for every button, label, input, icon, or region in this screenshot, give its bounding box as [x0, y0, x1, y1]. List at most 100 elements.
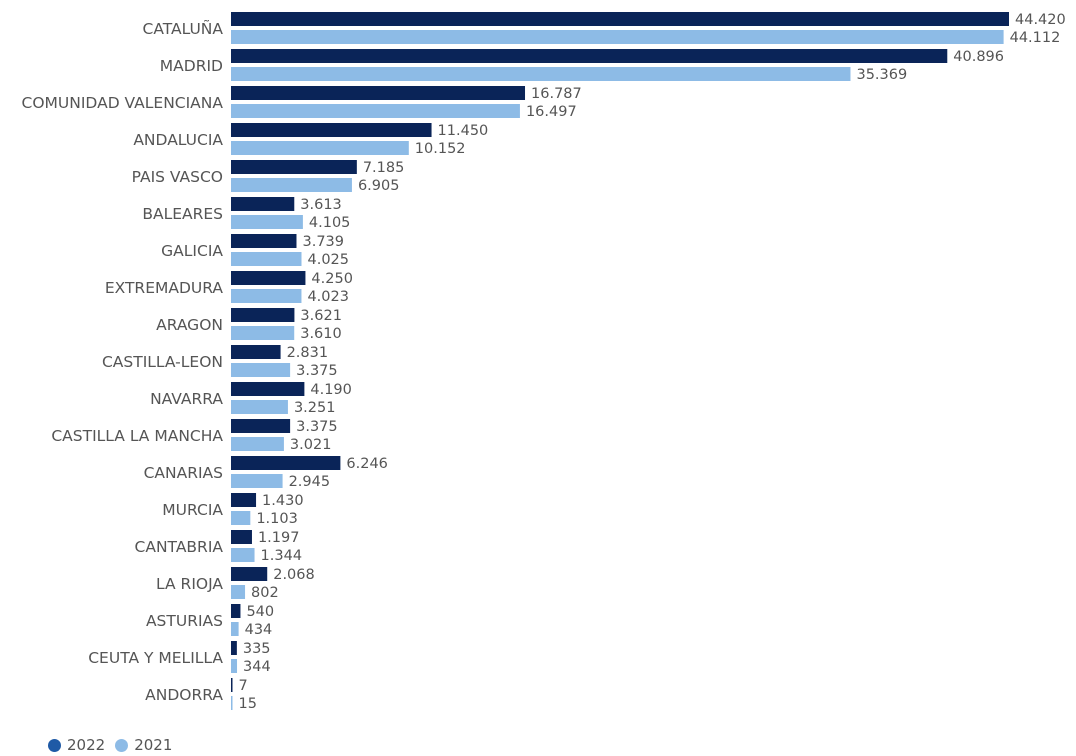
- bar-2021: [231, 289, 302, 303]
- bar-2021: [231, 511, 251, 525]
- value-label-2021: 2.945: [289, 474, 331, 490]
- value-label-2022: 4.190: [310, 382, 352, 398]
- bar-2022: [231, 419, 291, 433]
- value-label-2021: 6.905: [358, 178, 400, 194]
- bar-2022: [231, 86, 526, 100]
- bar-chart: CATALUÑA 44.420 44.112 MADRID 40.896 35.369 CO…: [22, 12, 1066, 712]
- bar-2021: [231, 178, 352, 192]
- bar-2021: [231, 696, 233, 710]
- value-label-2022: 7: [239, 678, 248, 694]
- category-label: CEUTA Y MELILLA: [88, 649, 223, 667]
- category-label: CATALUÑA: [143, 19, 224, 38]
- category-label: LA RIOJA: [156, 575, 223, 593]
- bar-2022: [231, 345, 281, 359]
- bar-2021: [231, 67, 851, 81]
- category-label: MURCIA: [162, 501, 223, 519]
- value-label-2021: 3.251: [294, 400, 336, 416]
- value-label-2022: 7.185: [363, 160, 405, 176]
- value-label-2022: 44.420: [1015, 12, 1066, 28]
- bar-2021: [231, 30, 1004, 44]
- bar-2022: [231, 234, 297, 248]
- bar-2021: [231, 326, 295, 340]
- bar-2022: [231, 160, 357, 174]
- category-label: PAIS VASCO: [132, 168, 223, 186]
- value-label-2022: 16.787: [531, 86, 582, 102]
- value-label-2021: 44.112: [1010, 30, 1061, 46]
- value-label-2022: 1.197: [258, 530, 300, 546]
- bar-2022: [231, 49, 948, 63]
- category-label: EXTREMADURA: [105, 279, 224, 297]
- bar-2022: [231, 530, 252, 544]
- category-label: COMUNIDAD VALENCIANA: [22, 94, 224, 112]
- bar-2021: [231, 622, 239, 636]
- bar-2022: [231, 493, 257, 507]
- bar-2021: [231, 252, 302, 266]
- value-label-2021: 3.021: [290, 437, 332, 453]
- category-label: ARAGON: [156, 316, 223, 334]
- value-label-2021: 802: [251, 585, 279, 601]
- bar-2022: [231, 308, 295, 322]
- bar-2022: [231, 604, 241, 618]
- bar-2022: [231, 456, 341, 470]
- bar-2021: [231, 585, 246, 599]
- value-label-2022: 3.739: [302, 234, 344, 250]
- value-label-2021: 15: [239, 696, 257, 712]
- value-label-2022: 40.896: [953, 49, 1004, 65]
- category-label: CANARIAS: [144, 464, 223, 482]
- value-label-2022: 335: [243, 641, 271, 657]
- category-label: MADRID: [160, 57, 223, 75]
- bar-2021: [231, 659, 238, 673]
- value-label-2022: 3.613: [300, 197, 342, 213]
- value-label-2022: 11.450: [438, 123, 489, 139]
- bar-2021: [231, 141, 409, 155]
- legend-label-2022: 2022: [67, 736, 106, 754]
- legend-marker-2022: [48, 738, 61, 752]
- category-label: CASTILLA LA MANCHA: [51, 427, 223, 445]
- value-label-2022: 2.068: [273, 567, 315, 583]
- bar-2022: [231, 123, 432, 137]
- bar-2021: [231, 437, 284, 451]
- value-label-2021: 35.369: [856, 67, 907, 83]
- category-label: GALICIA: [161, 242, 223, 260]
- value-label-2022: 6.246: [346, 456, 388, 472]
- category-label: BALEARES: [142, 205, 223, 223]
- bar-2021: [231, 474, 283, 488]
- value-label-2021: 3.610: [300, 326, 342, 342]
- value-label-2021: 344: [243, 659, 271, 675]
- bar-2021: [231, 363, 291, 377]
- bar-2022: [231, 641, 237, 655]
- value-label-2022: 540: [246, 604, 274, 620]
- category-label: CASTILLA-LEON: [102, 353, 223, 371]
- value-label-2022: 1.430: [262, 493, 304, 509]
- category-label: CANTABRIA: [135, 538, 224, 556]
- value-label-2021: 4.025: [307, 252, 349, 268]
- bar-2022: [231, 197, 295, 211]
- value-label-2021: 4.023: [307, 289, 349, 305]
- legend-marker-2021: [115, 738, 129, 752]
- bar-2021: [231, 104, 520, 118]
- value-label-2021: 3.375: [296, 363, 338, 379]
- value-label-2021: 16.497: [526, 104, 577, 120]
- category-label: NAVARRA: [150, 390, 223, 408]
- bar-2022: [231, 12, 1009, 26]
- value-label-2021: 10.152: [415, 141, 466, 157]
- legend: 2022 2021: [48, 736, 182, 754]
- value-label-2022: 2.831: [287, 345, 329, 361]
- category-label: ASTURIAS: [146, 612, 223, 630]
- value-label-2021: 1.103: [256, 511, 298, 527]
- value-label-2021: 1.344: [261, 548, 303, 564]
- bar-2022: [231, 678, 233, 692]
- bar-2021: [231, 215, 303, 229]
- value-label-2022: 3.375: [296, 419, 338, 435]
- bar-2022: [231, 567, 268, 581]
- legend-label-2021: 2021: [134, 736, 173, 754]
- value-label-2021: 4.105: [309, 215, 351, 231]
- category-label: ANDALUCIA: [133, 131, 223, 149]
- value-label-2022: 3.621: [300, 308, 342, 324]
- bar-2021: [231, 400, 288, 414]
- bar-2022: [231, 271, 306, 285]
- bar-2021: [231, 548, 255, 562]
- value-label-2021: 434: [245, 622, 273, 638]
- value-label-2022: 4.250: [311, 271, 353, 287]
- legend-item-2022: 2022: [48, 736, 105, 754]
